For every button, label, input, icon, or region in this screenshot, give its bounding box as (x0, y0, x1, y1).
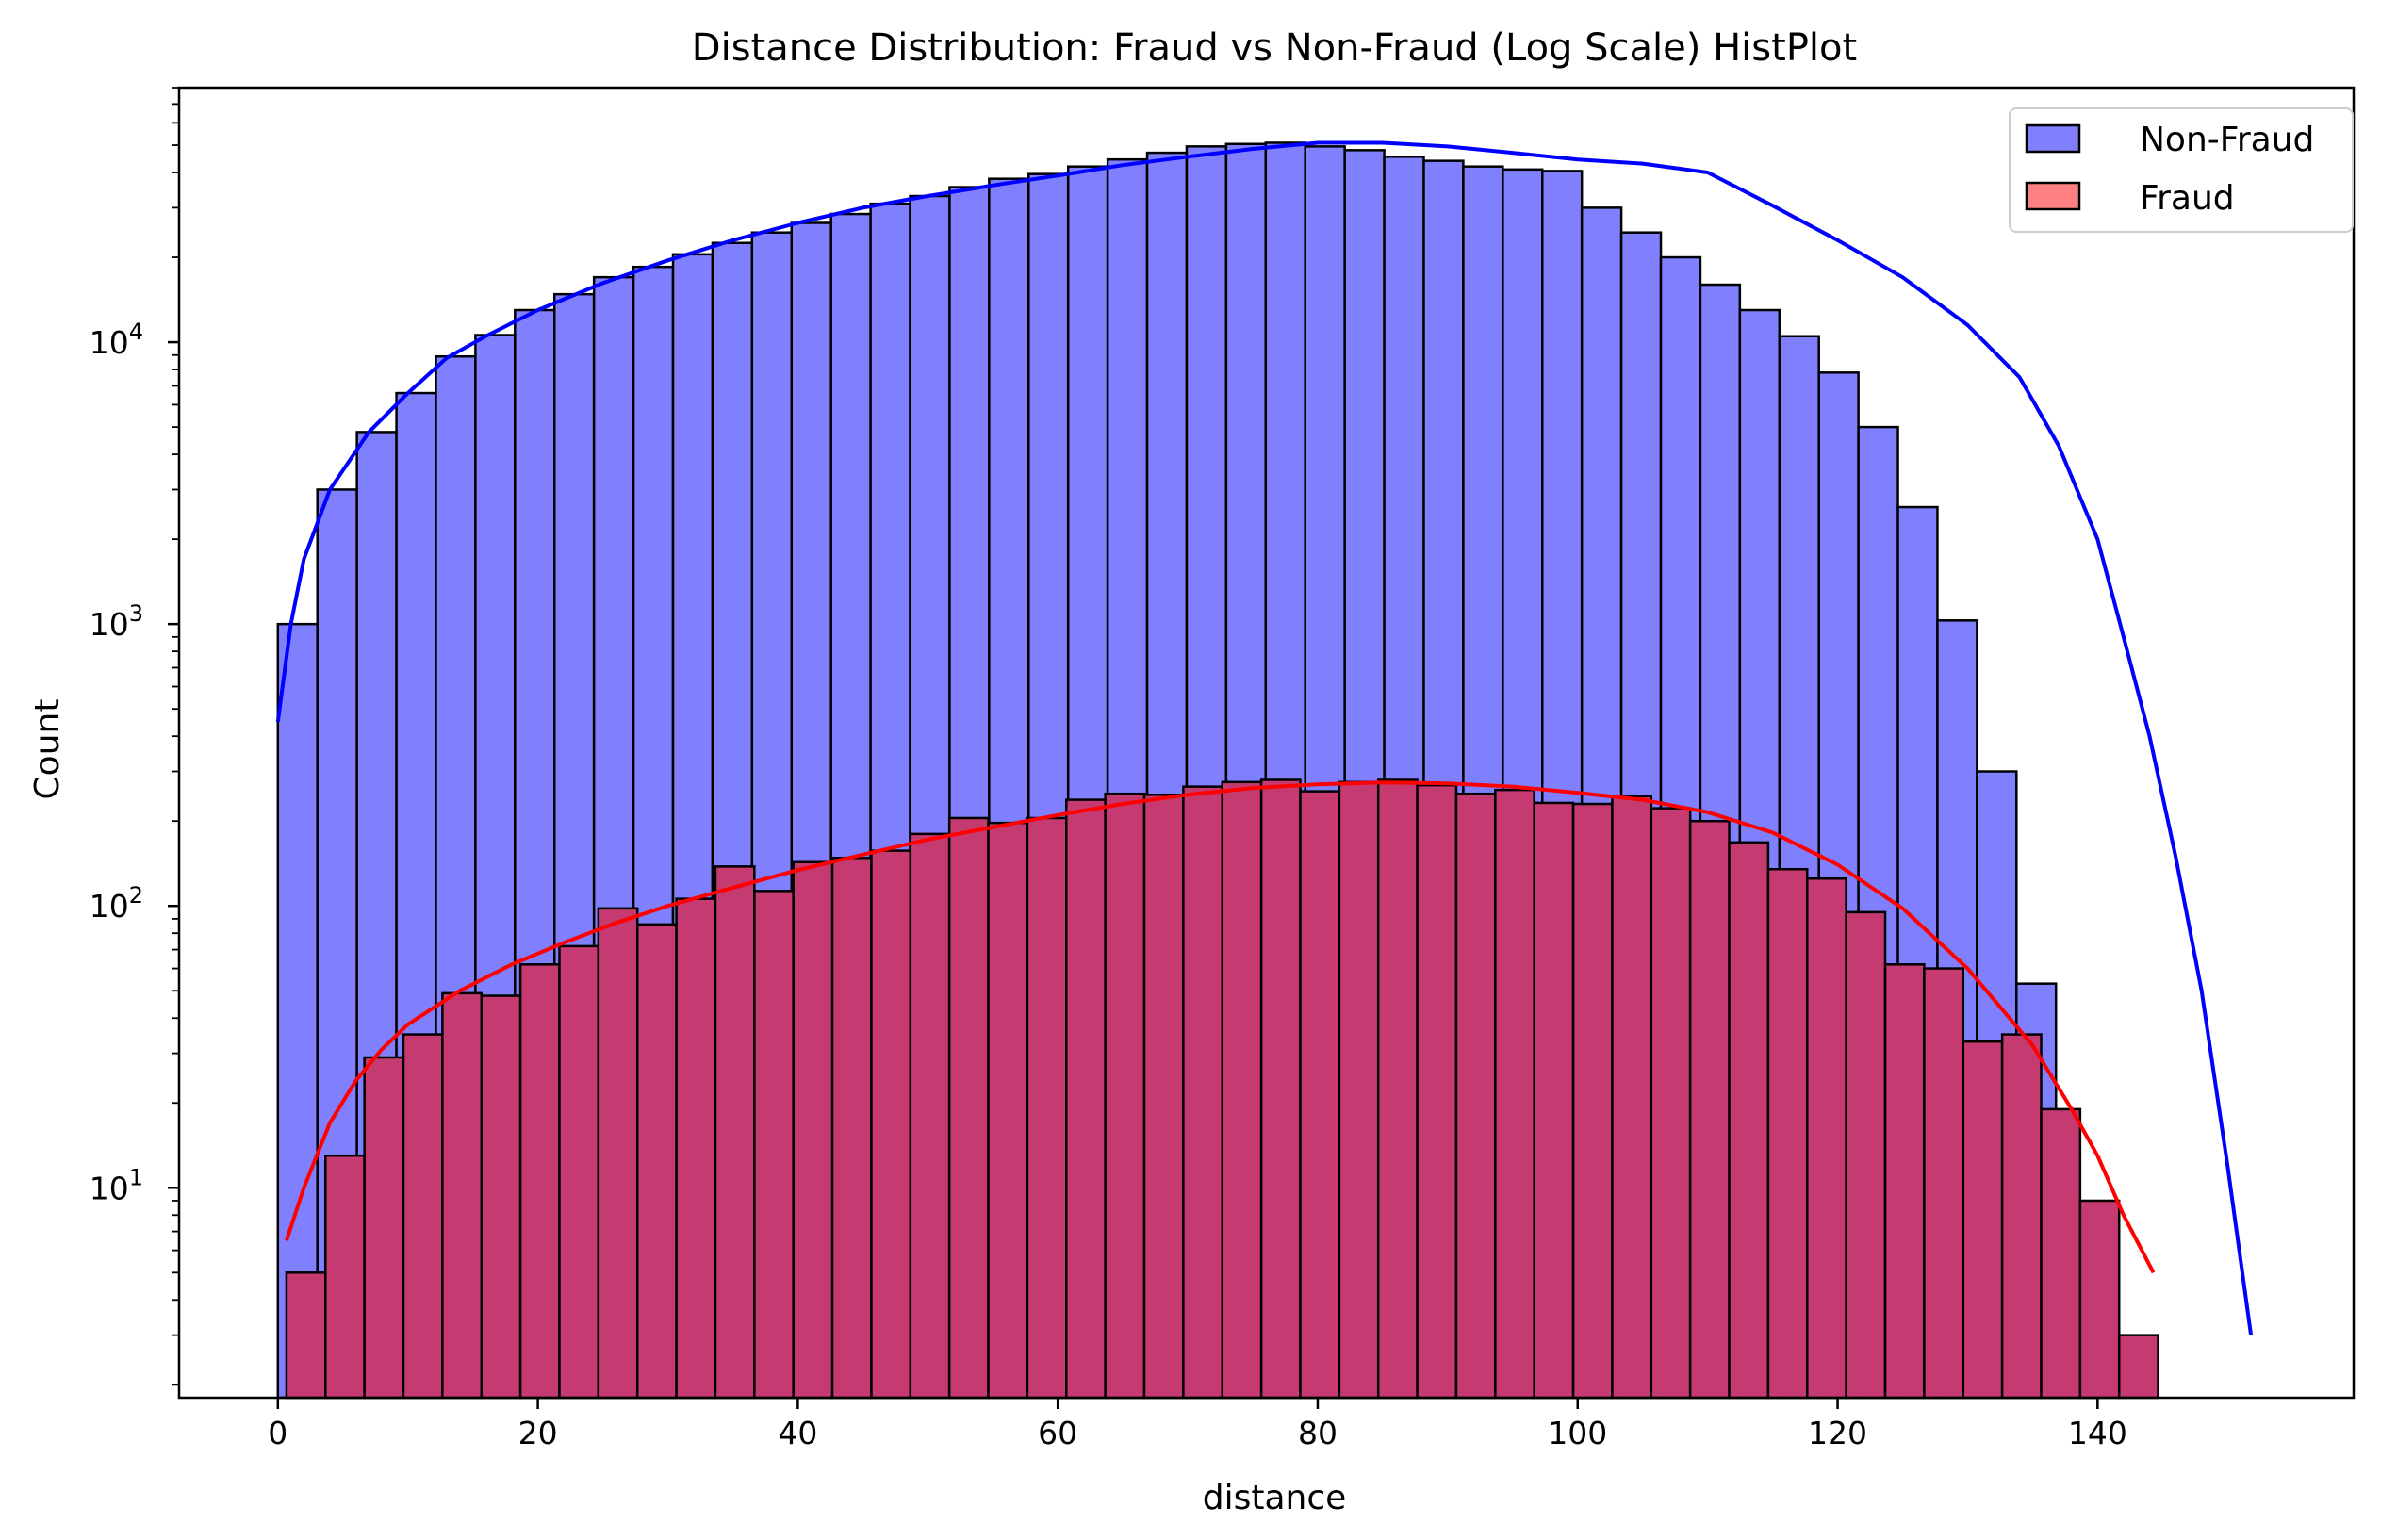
fraud-bar (714, 865, 756, 1400)
fraud-bar (947, 816, 990, 1400)
fraud-bar (1221, 780, 1263, 1400)
nonfraud-bar (276, 622, 319, 1400)
fraud-bar (402, 1033, 444, 1400)
fraud-bar (1883, 963, 1926, 1400)
fraud-bar (909, 832, 951, 1400)
fraud-bar (441, 991, 483, 1400)
fraud-bar (363, 1056, 405, 1400)
kde-lines (275, 140, 2254, 1335)
x-tick-label: 20 (518, 1415, 558, 1451)
fraud-bar (1923, 967, 1965, 1400)
fraud-bar (1338, 780, 1380, 1400)
fraud-bar (1104, 792, 1146, 1400)
chart-title: Distance Distribution: Fraud vs Non-Frau… (692, 26, 1857, 70)
fraud-bar (1962, 1040, 2004, 1400)
fraud-bar (2078, 1199, 2121, 1400)
plot-area (275, 140, 2254, 1400)
fraud-bar (597, 907, 639, 1400)
fraud-bar (518, 963, 561, 1400)
fraud-bar (675, 897, 717, 1400)
axes-frame (177, 86, 2356, 1400)
fraud-bar (792, 860, 834, 1400)
fraud-bar (1806, 876, 1847, 1400)
fraud-bar (1065, 798, 1107, 1400)
legend-frame (2009, 107, 2354, 233)
fraud-bar (2000, 1033, 2043, 1400)
y-axis-label: Count (28, 699, 67, 800)
legend-label-fraud: Fraud (2140, 179, 2235, 218)
fraud-bar (1650, 807, 1692, 1400)
fraud-bar (1416, 783, 1458, 1400)
x-tick-label: 60 (1038, 1415, 1077, 1451)
y-tick-label: 103 (90, 600, 143, 643)
y-tick-label: 104 (90, 319, 143, 361)
x-tick-label: 40 (778, 1415, 817, 1451)
x-tick-label: 0 (268, 1415, 287, 1451)
legend-swatch-fraud (2025, 181, 2081, 211)
fraud-bar (635, 923, 678, 1400)
fraud-bar (1688, 819, 1731, 1400)
fraud-bar (1845, 910, 1887, 1400)
legend-label-nonfraud: Non-Fraud (2140, 121, 2314, 159)
fraud-bar (285, 1271, 327, 1400)
fraud-bar (753, 890, 795, 1400)
fraud-bar (1494, 788, 1535, 1400)
fraud-bar (1611, 795, 1653, 1400)
nonfraud-kde-line (275, 140, 2254, 1335)
fraud-bar (2117, 1334, 2159, 1400)
x-tick-label: 120 (1808, 1415, 1867, 1451)
fraud-bar (1026, 816, 1068, 1400)
fraud-bar (1533, 801, 1575, 1400)
fraud-bar (2040, 1107, 2082, 1400)
legend: Non-Fraud Fraud (2009, 107, 2354, 233)
fraud-bar (1299, 790, 1341, 1400)
fraud-bar (1182, 785, 1224, 1400)
fraud-bar (1259, 778, 1302, 1400)
fraud-bar (870, 849, 912, 1400)
fraud-bar (1142, 793, 1185, 1400)
fraud-bar (1728, 841, 1770, 1400)
fraud-kde-line (285, 780, 2156, 1274)
x-tick-label: 140 (2068, 1415, 2127, 1451)
fraud-bar (558, 944, 600, 1400)
fraud-bar (1454, 792, 1497, 1400)
fraud-bar (987, 821, 1029, 1400)
x-tick-label: 100 (1548, 1415, 1607, 1451)
fraud-bar (830, 857, 873, 1400)
fraud-bar (480, 994, 522, 1400)
fraud-bar (1571, 802, 1614, 1400)
fraud-bar (1376, 778, 1419, 1400)
x-axis-label: distance (1203, 1479, 1347, 1517)
fraud-bars (285, 778, 2159, 1400)
x-tick-label: 80 (1298, 1415, 1338, 1451)
fraud-bar (324, 1154, 366, 1400)
fraud-bar (1766, 867, 1809, 1400)
legend-swatch-nonfraud (2025, 123, 2081, 154)
